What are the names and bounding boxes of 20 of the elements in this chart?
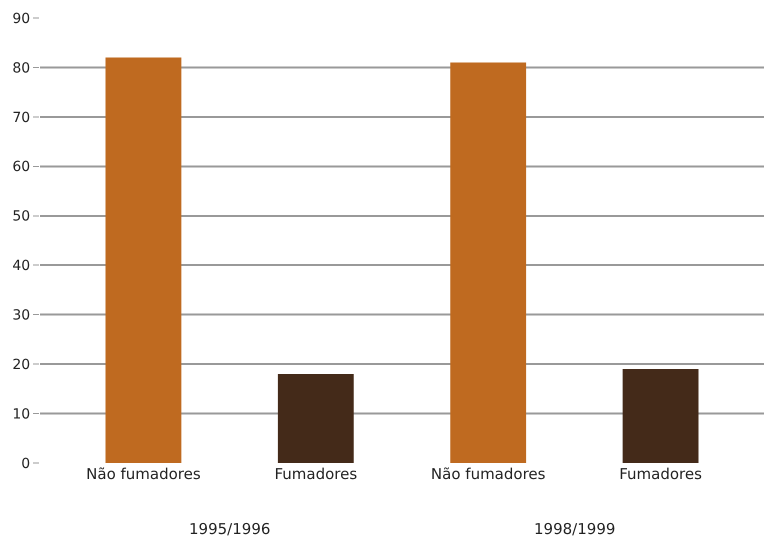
bar (450, 62, 526, 463)
x-tick-label: Não fumadores (430, 465, 546, 483)
bar (278, 374, 354, 463)
y-tick-label: 70 (12, 110, 30, 126)
bar (106, 58, 182, 463)
y-tick-label: 30 (12, 308, 30, 324)
y-tick-label: 90 (12, 10, 30, 27)
y-tick-label: 40 (12, 258, 30, 274)
y-tick-label: 20 (12, 357, 30, 374)
y-tick-label: 10 (12, 406, 30, 422)
x-tick-label: Fumadores (274, 465, 358, 483)
x-tick-label: Não fumadores (86, 465, 201, 483)
y-tick-label: 0 (21, 456, 30, 472)
y-tick-label: 80 (12, 60, 30, 76)
x-tick-label: Fumadores (619, 465, 702, 483)
y-tick-label: 60 (12, 159, 30, 176)
text: 1998/1999 (534, 520, 616, 538)
text: 1995/1996 (189, 520, 270, 538)
bar (622, 369, 698, 463)
y-tick-label: 50 (12, 208, 30, 225)
